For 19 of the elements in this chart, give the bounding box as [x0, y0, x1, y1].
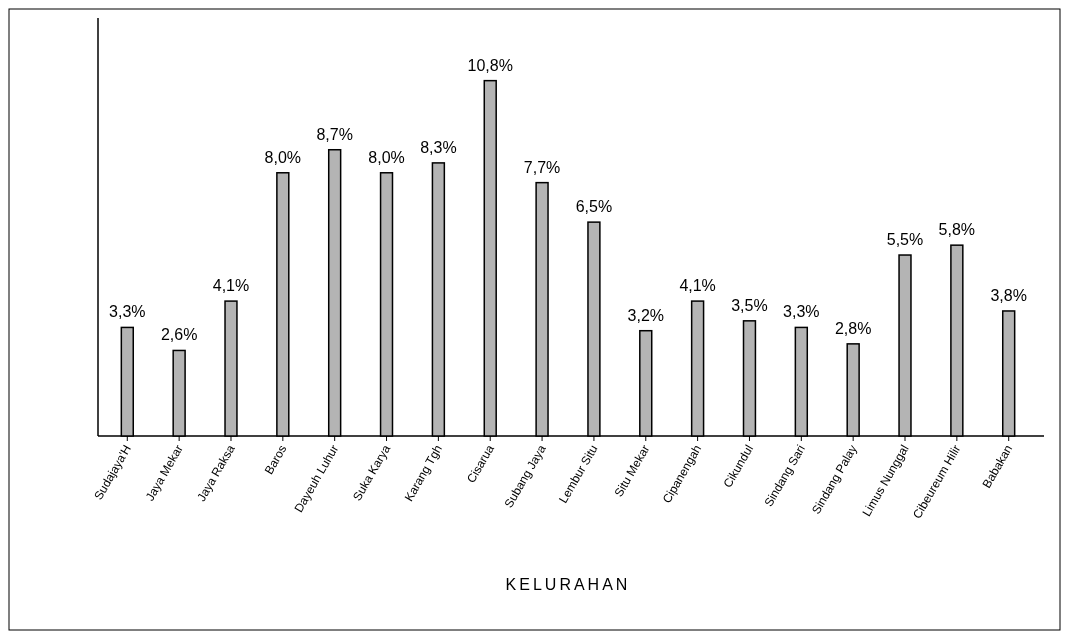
data-label: 5,8% — [938, 221, 976, 239]
data-label: 7,7% — [523, 158, 561, 176]
data-label: 3,5% — [731, 296, 768, 314]
data-label: 4,1% — [212, 277, 250, 295]
data-label: 10,8% — [467, 56, 513, 74]
data-label: 8,0% — [368, 148, 405, 166]
data-label: 2,8% — [834, 319, 872, 337]
data-label: 3,3% — [783, 303, 820, 321]
data-label: 6,5% — [575, 198, 613, 216]
data-label: 8,0% — [264, 148, 302, 166]
data-label: 2,6% — [160, 326, 198, 344]
data-label: 8,3% — [420, 138, 457, 156]
data-label: 4,1% — [679, 277, 716, 295]
x-axis-title: KELURAHAN — [505, 576, 631, 593]
data-label: 3,8% — [990, 286, 1027, 304]
data-label: 3,2% — [627, 306, 665, 324]
data-label: 8,7% — [316, 125, 353, 143]
data-label: 3,3% — [109, 303, 146, 321]
data-label: 5,5% — [886, 231, 924, 249]
